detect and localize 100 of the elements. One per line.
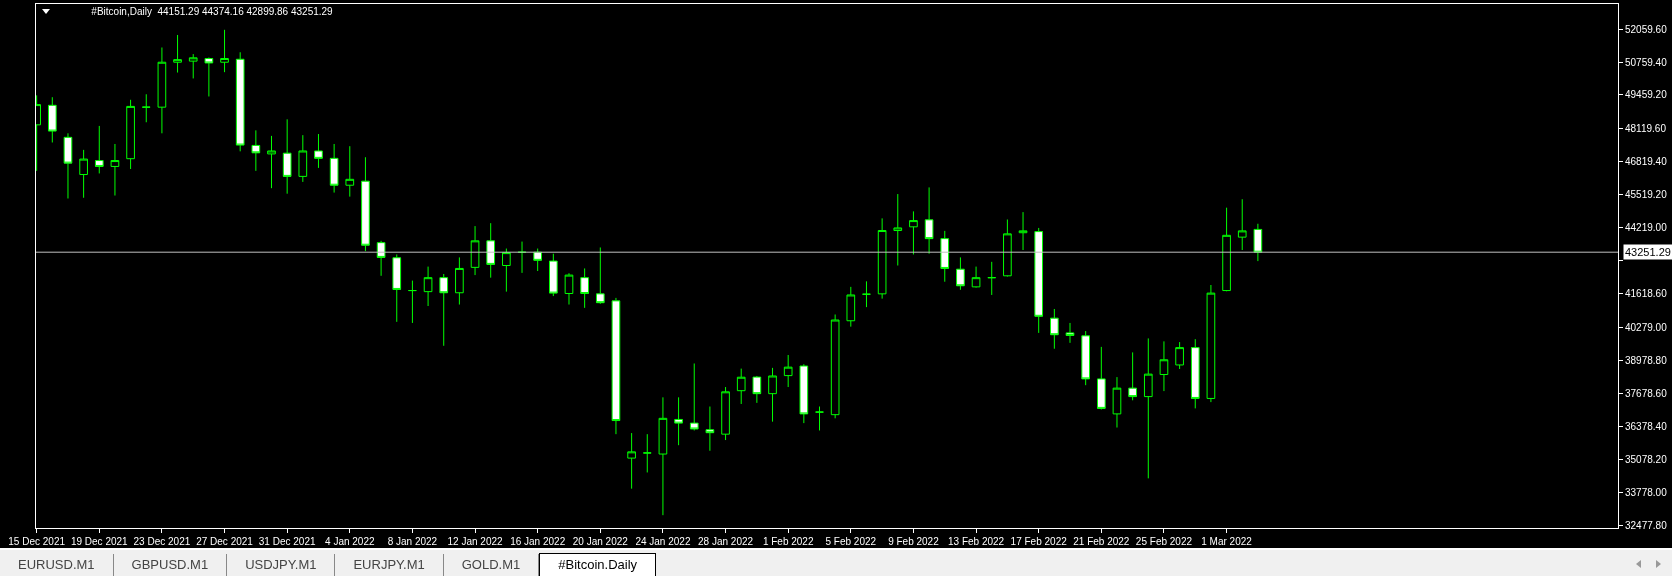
- candlestick: [126, 99, 135, 170]
- x-tick-label: 28 Jan 2022: [698, 536, 754, 547]
- candlestick: [533, 248, 543, 272]
- candlestick: [470, 225, 480, 276]
- candlestick: [423, 266, 433, 307]
- y-tick-label: 41618.60: [1625, 288, 1668, 300]
- candlestick: [345, 145, 355, 198]
- candlestick: [564, 272, 574, 306]
- x-tick-label: 5 Feb 2022: [825, 536, 877, 547]
- y-tick-label: 37678.60: [1625, 387, 1668, 399]
- y-tick-label: 46819.40: [1625, 156, 1668, 168]
- candlestick: [1253, 223, 1263, 262]
- candlestick: [502, 248, 511, 293]
- x-tick-label: 8 Jan 2022: [387, 536, 438, 547]
- candlestick: [1128, 351, 1137, 401]
- candlestick: [830, 313, 840, 419]
- x-tick-label: 21 Feb 2022: [1073, 536, 1130, 547]
- candlestick: [658, 396, 668, 516]
- candlestick: [47, 96, 57, 143]
- candlestick: [1206, 284, 1216, 403]
- candlestick: [1237, 198, 1247, 251]
- y-tick-label: 44219.00: [1625, 222, 1668, 234]
- candlestick: [815, 406, 824, 431]
- y-tick-label: 49459.20: [1625, 89, 1668, 101]
- candlestick: [846, 286, 856, 328]
- candlestick: [909, 210, 918, 255]
- candlestick: [282, 118, 292, 195]
- candlestick: [110, 143, 120, 197]
- candlestick: [204, 56, 214, 97]
- chart-title: #Bitcoin,Daily 44151.29 44374.16 42899.86 43251.29: [91, 6, 334, 18]
- candlestick: [1081, 330, 1090, 386]
- candlestick: [1034, 227, 1044, 334]
- y-tick-label: 50759.40: [1625, 56, 1668, 68]
- y-tick-label: 40279.00: [1625, 321, 1668, 333]
- candlestick: [455, 256, 464, 306]
- candlestick: [314, 133, 323, 169]
- candlestick: [721, 386, 730, 441]
- candlestick: [799, 363, 809, 424]
- candlestick: [486, 222, 496, 279]
- candlestick: [94, 125, 104, 174]
- candlestick: [63, 132, 73, 199]
- x-tick-label: 9 Feb 2022: [888, 536, 940, 547]
- candlestick: [1096, 346, 1106, 410]
- candlestick: [1050, 308, 1059, 350]
- candlestick: [1003, 218, 1012, 278]
- x-tick-label: 17 Feb 2022: [1010, 536, 1068, 547]
- x-tick-label: 15 Dec 2021: [8, 536, 66, 547]
- candlestick: [689, 362, 699, 431]
- x-tick-label: 31 Dec 2021: [258, 536, 316, 547]
- y-tick-label: 45519.20: [1625, 189, 1668, 201]
- candlestick: [940, 230, 950, 283]
- y-tick-label: 36378.40: [1625, 420, 1668, 432]
- candlestick: [1018, 211, 1028, 251]
- x-tick-label: 16 Jan 2022: [510, 536, 566, 547]
- candlestick: [783, 354, 793, 388]
- candlestick: [877, 217, 887, 300]
- y-tick-label: 38978.80: [1625, 354, 1668, 366]
- candlestick: [141, 93, 151, 123]
- candlestick: [1159, 340, 1169, 392]
- candlestick: [705, 406, 715, 452]
- candlestick: [595, 246, 605, 305]
- candlestick: [361, 156, 370, 252]
- candlestick: [627, 432, 636, 490]
- candlestick: [392, 253, 402, 323]
- candlestick: [173, 34, 182, 74]
- candlestick: [1112, 376, 1122, 429]
- y-tick-label: 52059.60: [1625, 23, 1668, 35]
- candlestick: [1190, 338, 1200, 409]
- candlestick: [298, 134, 308, 183]
- candlestick: [235, 51, 245, 152]
- text: GBPUSD.M1: [113, 554, 228, 576]
- candlestick: [251, 129, 261, 172]
- candlestick: [157, 46, 167, 134]
- x-tick-label: 24 Jan 2022: [635, 536, 691, 547]
- ref-line-label: 43251.29: [1625, 246, 1671, 258]
- candlestick: [956, 256, 965, 291]
- candlestick: [736, 368, 746, 405]
- candlestick: [862, 280, 871, 308]
- candlestick: [768, 367, 777, 423]
- y-tick-label: 35078.20: [1625, 453, 1668, 465]
- text: #Bitcoin.Daily: [539, 553, 657, 576]
- candlestick: [376, 240, 386, 277]
- candlestick: [1175, 341, 1184, 370]
- x-tick-label: 4 Jan 2022: [325, 536, 375, 547]
- candlestick: [971, 266, 981, 289]
- candlestick: [548, 253, 558, 297]
- x-tick-label: 1 Mar 2022: [1201, 536, 1253, 547]
- candlestick: [580, 267, 589, 309]
- candlestick: [79, 149, 88, 199]
- text: USDJPY.M1: [227, 554, 336, 576]
- candlestick: [439, 273, 449, 347]
- text: EURJPY.M1: [335, 554, 444, 576]
- candlestick: [1143, 337, 1153, 479]
- candlestick: [611, 297, 621, 435]
- candlestick: [642, 433, 652, 473]
- x-tick-label: 12 Jan 2022: [447, 536, 504, 547]
- x-tick-label: 19 Dec 2021: [70, 536, 129, 547]
- candlestick: [674, 396, 683, 446]
- candlestick: [987, 261, 997, 296]
- y-tick-label: 33778.00: [1625, 486, 1668, 498]
